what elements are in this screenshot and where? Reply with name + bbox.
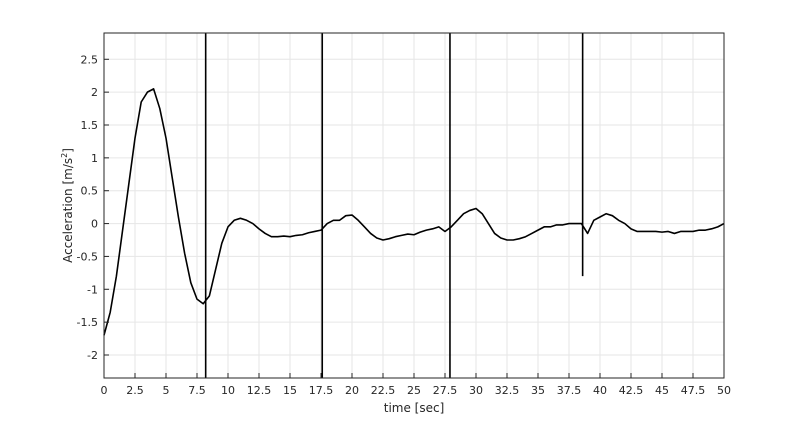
y-axis-title-main: Acceleration [m/s <box>61 158 75 263</box>
y-axis-title: Acceleration [m/s2] <box>60 148 75 263</box>
y-tick-label: -1 <box>87 283 98 296</box>
x-tick-label: 22.5 <box>371 384 396 397</box>
x-tick-label: 42.5 <box>619 384 644 397</box>
y-tick-label: 1 <box>91 152 98 165</box>
y-axis-title-superscript: 2 <box>60 153 69 158</box>
y-tick-label: 2.5 <box>81 53 99 66</box>
y-tick-label: 0 <box>91 218 98 231</box>
series-layer <box>103 33 725 378</box>
x-tick-label: 40 <box>593 384 607 397</box>
x-tick-label: 15 <box>283 384 297 397</box>
x-tick-label: 37.5 <box>557 384 582 397</box>
x-tick-label: 17.5 <box>309 384 334 397</box>
x-tick-label: 7.5 <box>188 384 206 397</box>
y-tick-label: -2 <box>87 349 98 362</box>
x-tick-label: 30 <box>469 384 483 397</box>
y-axis-ticks: 2.5 2 1.5 1 0.5 0 -0.5 -1 -1.5 -2 <box>77 53 109 362</box>
y-tick-label: 0.5 <box>81 185 99 198</box>
y-axis-title-suffix: ] <box>61 148 75 153</box>
y-tick-label: 1.5 <box>81 119 99 132</box>
acceleration-series-line <box>103 88 725 336</box>
x-tick-label: 10 <box>221 384 235 397</box>
x-tick-label: 27.5 <box>433 384 458 397</box>
grid-lines <box>103 33 725 378</box>
x-tick-label: 45 <box>655 384 669 397</box>
x-tick-label: 35 <box>531 384 545 397</box>
x-tick-label: 12.5 <box>247 384 272 397</box>
y-tick-label: -1.5 <box>77 316 98 329</box>
x-tick-label: 25 <box>407 384 421 397</box>
x-tick-label: 20 <box>345 384 359 397</box>
x-tick-label: 2.5 <box>126 384 144 397</box>
x-tick-label: 5 <box>163 384 170 397</box>
x-tick-label: 32.5 <box>495 384 520 397</box>
x-tick-label: 50 <box>717 384 731 397</box>
y-tick-label: -0.5 <box>77 250 98 263</box>
x-tick-label: 0 <box>101 384 108 397</box>
x-axis-ticks: 0 2.5 5 7.5 10 12.5 15 17.5 20 22.5 25 27.5 30 32.5 35… <box>101 373 731 397</box>
x-axis-title: time [sec] <box>384 401 445 415</box>
x-tick-label: 47.5 <box>681 384 706 397</box>
y-tick-label: 2 <box>91 86 98 99</box>
